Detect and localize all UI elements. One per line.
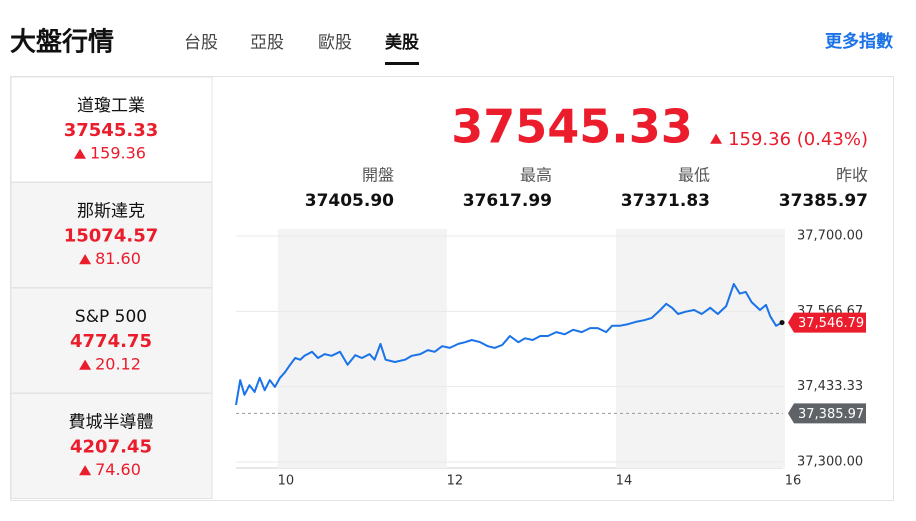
y-tick-label: 37,433.33 <box>797 379 863 394</box>
index-item[interactable] <box>10 393 213 499</box>
index-item[interactable] <box>10 76 213 183</box>
stat-value: 37405.90 <box>305 191 394 211</box>
index-price: 4774.75 <box>70 331 152 352</box>
stat-value: 37385.97 <box>779 191 868 211</box>
quote-price: 37545.33 <box>451 100 693 154</box>
tab[interactable]: 歐股 <box>318 33 352 53</box>
index-price: 37545.33 <box>64 120 159 141</box>
index-change: 20.12 <box>95 355 141 374</box>
stat-label: 昨收 <box>836 166 868 185</box>
up-arrow <box>710 133 723 144</box>
y-tick-label: 37,300.00 <box>797 455 863 470</box>
prev-close-tag-label: 37,385.97 <box>798 407 864 422</box>
index-change: 81.60 <box>95 249 141 268</box>
y-tick-label: 37,700.00 <box>797 229 863 244</box>
x-tick-label: 16 <box>785 474 802 489</box>
index-price: 4207.45 <box>70 437 152 458</box>
stat-value: 37617.99 <box>463 191 552 211</box>
tab-underline <box>385 62 419 65</box>
session-shade <box>277 229 447 468</box>
last-price-tag-label: 37,546.79 <box>798 316 864 331</box>
index-item[interactable] <box>10 287 213 394</box>
stat-value: 37371.83 <box>621 191 710 211</box>
x-tick-label: 14 <box>616 474 633 489</box>
x-tick-label: 12 <box>447 474 464 489</box>
index-change: 159.36 <box>90 144 146 163</box>
index-name: 那斯達克 <box>77 202 145 222</box>
index-item[interactable] <box>10 182 213 288</box>
index-name: 道瓊工業 <box>77 96 145 116</box>
index-name: S&P 500 <box>75 307 147 327</box>
prev-close-tag-bg <box>788 403 866 424</box>
stat-label: 開盤 <box>362 166 394 185</box>
x-tick-label: 10 <box>278 474 295 489</box>
session-shade <box>615 229 785 468</box>
last-point <box>779 320 785 326</box>
up-arrow <box>79 465 92 476</box>
index-name: 費城半導體 <box>69 413 154 433</box>
quote-change: 159.36 (0.43%) <box>728 129 868 150</box>
price-line <box>235 283 783 406</box>
up-arrow <box>79 254 92 265</box>
title: 大盤行情 <box>10 27 114 58</box>
stat-label: 最高 <box>520 166 552 185</box>
more-link[interactable]: 更多指數 <box>825 31 893 52</box>
stat-label: 最低 <box>678 166 710 185</box>
up-arrow <box>74 148 87 159</box>
up-arrow <box>79 359 92 370</box>
index-price: 15074.57 <box>64 226 159 247</box>
last-price-tag-bg <box>788 312 866 333</box>
index-change: 74.60 <box>95 460 141 479</box>
tab[interactable]: 亞股 <box>250 33 284 53</box>
tab[interactable]: 美股 <box>385 32 419 53</box>
tab[interactable]: 台股 <box>184 33 218 53</box>
